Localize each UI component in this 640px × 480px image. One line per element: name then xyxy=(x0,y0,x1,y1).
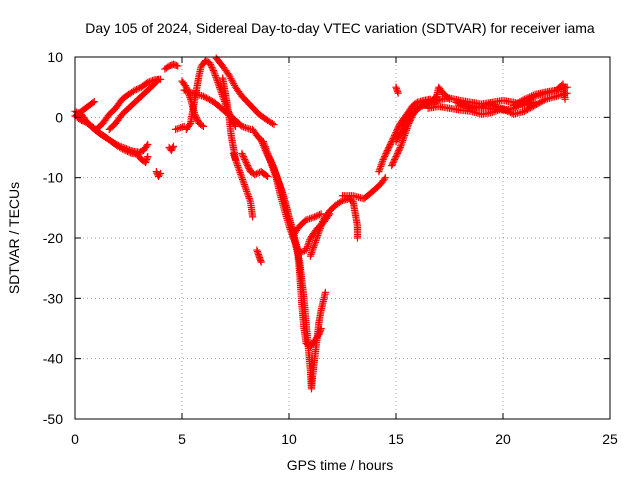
series-track-w xyxy=(338,174,389,203)
data-point xyxy=(169,142,178,150)
series-track-ae xyxy=(452,98,511,115)
series-track-p xyxy=(238,149,272,181)
data-point xyxy=(353,234,362,242)
data-point xyxy=(257,258,265,266)
data-point xyxy=(321,288,329,296)
data-point xyxy=(561,95,569,103)
data-point xyxy=(144,140,152,149)
data-points xyxy=(71,54,571,393)
data-point xyxy=(172,61,180,70)
x-axis-label: GPS time / hours xyxy=(287,457,394,473)
series-track-f xyxy=(152,168,165,181)
data-point xyxy=(270,120,278,129)
y-tick-label: -50 xyxy=(43,411,63,427)
series-track-g xyxy=(165,142,178,155)
y-axis-label: SDTVAR / TECUs xyxy=(6,182,22,294)
y-tick-label: -10 xyxy=(43,170,63,186)
data-point xyxy=(317,324,325,333)
x-tick-label: 0 xyxy=(71,431,79,447)
y-tick-label: -40 xyxy=(43,351,63,367)
y-tick-label: -20 xyxy=(43,230,63,246)
chart-title: Day 105 of 2024, Sidereal Day-to-day VTE… xyxy=(85,20,595,36)
data-point xyxy=(264,172,272,181)
data-point xyxy=(199,122,207,130)
x-tick-label: 10 xyxy=(281,431,297,447)
grid xyxy=(75,57,610,419)
series-track-t xyxy=(289,210,325,239)
y-tick-label: 0 xyxy=(55,109,63,125)
data-point xyxy=(249,213,257,221)
series-track-aa xyxy=(424,89,571,118)
data-point xyxy=(89,99,97,107)
series-track-o xyxy=(229,149,257,221)
data-point xyxy=(503,107,511,115)
y-tick-label: -30 xyxy=(43,290,63,306)
data-point xyxy=(317,210,325,218)
data-point xyxy=(262,171,270,180)
x-tick-label: 5 xyxy=(178,431,186,447)
series-track-m xyxy=(212,54,278,129)
data-point xyxy=(381,174,389,182)
series-track-l xyxy=(180,86,255,133)
series-track-v xyxy=(253,246,265,266)
series-track-ad xyxy=(392,83,402,97)
x-tick-label: 15 xyxy=(388,431,404,447)
x-tick-label: 20 xyxy=(495,431,511,447)
series-track-ac xyxy=(510,80,569,109)
data-point xyxy=(153,76,161,85)
data-point xyxy=(144,152,152,161)
data-point xyxy=(174,62,182,70)
data-point xyxy=(157,169,165,178)
data-point xyxy=(563,83,571,91)
axis-ticks: 0 5 10 15 20 25 -50 -40 -30 -20 -10 0 10 xyxy=(43,49,618,447)
series-track-u xyxy=(306,195,362,260)
data-point xyxy=(154,75,163,83)
series-track-b xyxy=(73,113,152,167)
series-track-e xyxy=(105,75,163,133)
data-point xyxy=(171,61,179,69)
series-track-h xyxy=(161,60,182,73)
y-tick-label: 10 xyxy=(47,49,63,65)
data-point xyxy=(394,89,402,97)
x-tick-label: 25 xyxy=(602,431,618,447)
data-point xyxy=(90,98,98,106)
